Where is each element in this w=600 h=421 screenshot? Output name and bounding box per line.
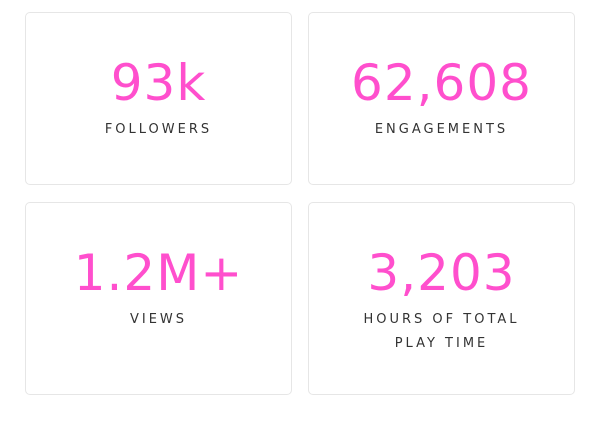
stat-label-line-2: PLAY TIME [394, 336, 489, 351]
stat-value: 93k [110, 54, 207, 112]
stat-card-views: 1.2M+ VIEWS [25, 202, 292, 395]
stat-label-line-1: HOURS OF TOTAL [363, 312, 520, 327]
stat-label: ENGAGEMENTS [374, 122, 509, 137]
stat-card-followers: 93k FOLLOWERS [25, 12, 292, 185]
stat-value: 1.2M+ [73, 244, 244, 302]
stat-card-play-time: 3,203 HOURS OF TOTAL PLAY TIME [308, 202, 575, 395]
stat-label: VIEWS [129, 312, 188, 327]
stat-label: FOLLOWERS [104, 122, 213, 137]
stat-value: 3,203 [367, 244, 516, 302]
stat-value: 62,608 [351, 54, 532, 112]
stat-card-engagements: 62,608 ENGAGEMENTS [308, 12, 575, 185]
